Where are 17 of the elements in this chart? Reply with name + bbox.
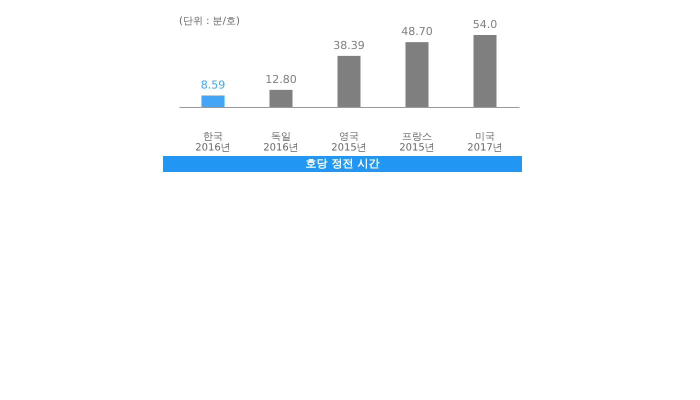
- text: (단위 : 분/호): [179, 16, 240, 27]
- x-tick-label: 한국 2016년: [195, 132, 231, 154]
- data-label: 54.0: [472, 18, 498, 31]
- x-tick-label: 미국 2017년: [467, 132, 503, 154]
- x-tick-label: 프랑스 2015년: [399, 132, 435, 154]
- x-tick-label: 영국 2015년: [331, 132, 367, 154]
- bar: [270, 90, 292, 107]
- bar: [474, 35, 496, 107]
- data-label: 12.80: [265, 72, 297, 86]
- bar: [202, 96, 224, 107]
- text: 호당 정전 시간: [306, 157, 380, 170]
- data-label: 48.70: [401, 25, 433, 38]
- x-tick-label: 독일 2016년: [263, 132, 299, 154]
- bar: [338, 56, 360, 107]
- data-label: 8.59: [200, 78, 226, 92]
- data-label: 38.39: [333, 38, 365, 52]
- bar: [406, 42, 428, 107]
